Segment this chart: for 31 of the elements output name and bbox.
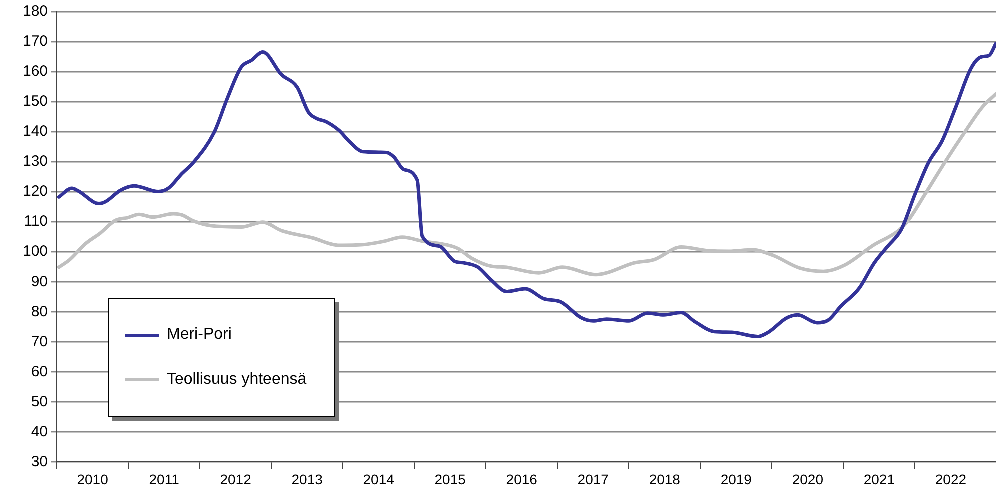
y-tick-label: 160 bbox=[22, 63, 48, 80]
y-tick-label: 140 bbox=[22, 123, 48, 140]
x-tick-label: 2013 bbox=[292, 471, 324, 488]
x-tick-label: 2018 bbox=[649, 471, 681, 488]
y-tick-label: 50 bbox=[31, 393, 48, 410]
x-tick-label: 2020 bbox=[792, 471, 824, 488]
legend-label: Meri-Pori bbox=[167, 326, 232, 344]
x-tick-label: 2019 bbox=[720, 471, 752, 488]
y-tick-label: 170 bbox=[22, 33, 48, 50]
x-tick-label: 2012 bbox=[220, 471, 252, 488]
y-tick-label: 120 bbox=[22, 183, 48, 200]
y-tick-label: 60 bbox=[31, 363, 48, 380]
x-tick-label: 2021 bbox=[864, 471, 896, 488]
y-tick-label: 180 bbox=[22, 3, 48, 20]
x-tick-label: 2011 bbox=[149, 471, 180, 488]
y-tick-label: 40 bbox=[31, 423, 48, 440]
y-tick-label: 30 bbox=[31, 453, 48, 470]
y-tick-label: 100 bbox=[22, 243, 48, 260]
y-tick-label: 150 bbox=[22, 93, 48, 110]
y-tick-label: 70 bbox=[31, 333, 48, 350]
legend-label: Teollisuus yhteensä bbox=[167, 370, 307, 389]
x-tick-label: 2015 bbox=[434, 471, 466, 488]
x-tick-label: 2016 bbox=[506, 471, 538, 488]
y-tick-label: 90 bbox=[31, 273, 48, 290]
x-tick-label: 2022 bbox=[935, 471, 967, 488]
y-tick-label: 130 bbox=[22, 153, 48, 170]
x-tick-label: 2014 bbox=[363, 471, 395, 488]
y-tick-label: 110 bbox=[24, 213, 48, 230]
x-tick-label: 2017 bbox=[578, 471, 610, 488]
x-tick-label: 2010 bbox=[77, 471, 109, 488]
y-tick-label: 80 bbox=[31, 303, 48, 320]
